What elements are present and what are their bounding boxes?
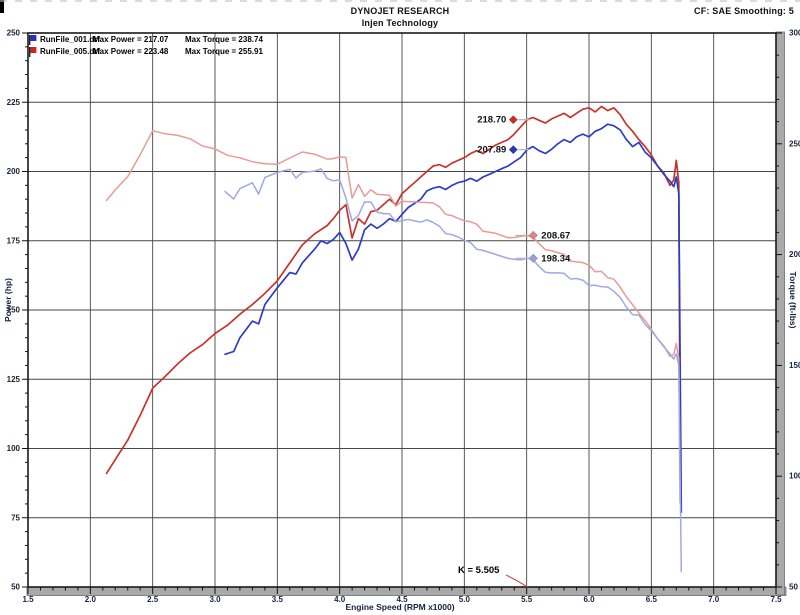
svg-text:208.67: 208.67 [541, 230, 570, 241]
svg-text:200: 200 [789, 250, 800, 259]
curve-torque_005 [105, 129, 681, 504]
legend-run1-torque: Max Torque = 238.74 [185, 35, 263, 44]
svg-text:100: 100 [7, 444, 21, 453]
svg-text:250: 250 [7, 29, 21, 38]
svg-text:5.0: 5.0 [459, 595, 471, 604]
cursor-k-label[interactable]: K = 5.505 [458, 565, 500, 576]
legend-run2-power: Max Power = 223.48 [93, 47, 169, 56]
right-axis-title: Torque (ft-lbs) [788, 271, 798, 329]
x-axis-title: Engine Speed (RPM x1000) [345, 602, 455, 612]
svg-text:207.89: 207.89 [477, 145, 506, 156]
legend: RunFile_001.drf Max Power = 217.07 Max T… [29, 34, 263, 57]
svg-text:198.34: 198.34 [541, 253, 571, 264]
marker-diamond-icon [528, 253, 538, 263]
svg-text:50: 50 [789, 583, 798, 592]
run1-flag-icon [29, 34, 37, 45]
svg-text:7.5: 7.5 [770, 595, 782, 604]
legend-run2-file: RunFile_005.drf [40, 47, 101, 56]
marker-diamond-icon [528, 230, 538, 240]
top-edge-artifact [0, 0, 800, 2]
svg-text:150: 150 [789, 361, 800, 370]
correction-smoothing-info: CF: SAE Smoothing: 5 [694, 6, 794, 16]
svg-text:2.5: 2.5 [147, 595, 159, 604]
run2-flag-icon [29, 46, 37, 57]
svg-text:100: 100 [789, 472, 800, 481]
svg-text:218.70: 218.70 [477, 115, 506, 126]
svg-text:4.0: 4.0 [334, 595, 346, 604]
window-corner-artifact [0, 0, 4, 13]
svg-text:3.0: 3.0 [209, 595, 221, 604]
svg-text:1.5: 1.5 [22, 595, 34, 604]
marker-diamond-icon [508, 115, 518, 125]
svg-text:250: 250 [789, 139, 800, 148]
svg-text:6.0: 6.0 [583, 595, 595, 604]
chart-subtitle: Injen Technology [361, 18, 439, 28]
svg-text:225: 225 [7, 98, 21, 107]
svg-text:6.5: 6.5 [646, 595, 658, 604]
svg-text:4.5: 4.5 [396, 595, 408, 604]
svg-text:3.5: 3.5 [272, 595, 284, 604]
gridlines [28, 33, 776, 587]
curve-power_001 [224, 123, 683, 514]
legend-run2-torque: Max Torque = 255.91 [185, 47, 263, 56]
svg-text:75: 75 [11, 513, 20, 522]
cursor-value-markers: 218.70 207.89 208.67 198.34 [477, 115, 571, 265]
svg-text:50: 50 [11, 583, 20, 592]
marker-diamond-icon [508, 145, 518, 155]
svg-text:175: 175 [7, 236, 21, 245]
legend-row-run2: RunFile_005.drf Max Power = 223.48 Max T… [29, 46, 263, 57]
left-axis-title: Power (hp) [3, 278, 13, 322]
svg-text:7.0: 7.0 [708, 595, 720, 604]
plot-frame [27, 32, 777, 588]
tick-labels: 1.5 2.0 2.5 3.0 3.5 4.0 4.5 5.0 5.5 6.0 6.5 7.0 7.5 5… [7, 29, 800, 605]
svg-text:2.0: 2.0 [85, 595, 97, 604]
legend-run1-power: Max Power = 217.07 [93, 35, 169, 44]
axis-bands [26, 31, 787, 596]
svg-text:300: 300 [789, 29, 800, 38]
svg-text:125: 125 [7, 375, 21, 384]
legend-row-run1: RunFile_001.drf Max Power = 217.07 Max T… [29, 34, 263, 45]
svg-text:200: 200 [7, 167, 21, 176]
chart-title: DYNOJET RESEARCH [350, 6, 450, 16]
curve-power_005 [105, 105, 681, 475]
cursor-k-leader [505, 574, 528, 588]
curve-torque_001 [224, 168, 683, 573]
legend-run1-file: RunFile_001.drf [40, 35, 101, 44]
svg-text:150: 150 [7, 306, 21, 315]
svg-text:5.5: 5.5 [521, 595, 533, 604]
